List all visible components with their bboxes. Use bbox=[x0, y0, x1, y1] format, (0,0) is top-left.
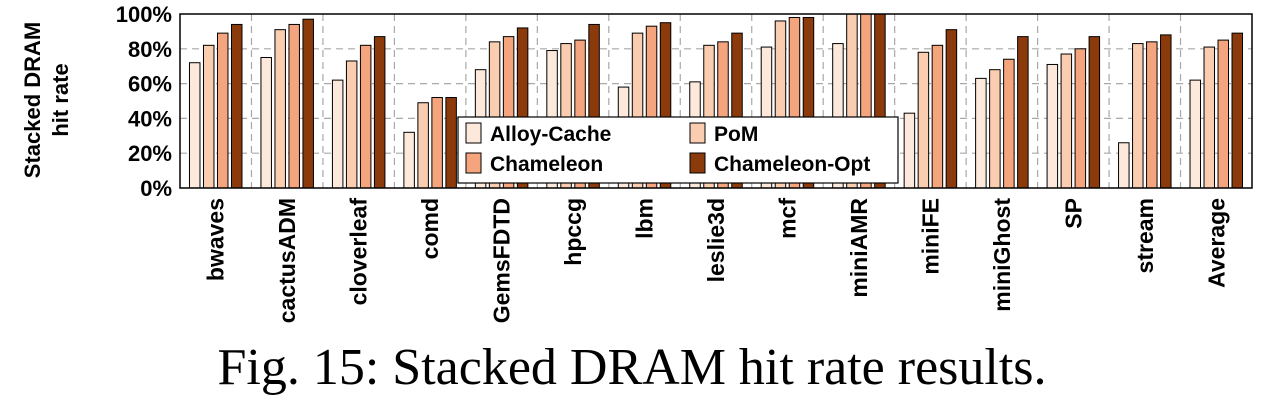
y-tick-label: 40% bbox=[128, 106, 172, 131]
bar bbox=[1132, 43, 1144, 189]
bar bbox=[188, 62, 201, 189]
bar bbox=[288, 23, 300, 189]
bar bbox=[345, 60, 358, 189]
bar bbox=[403, 131, 415, 189]
bar bbox=[975, 77, 987, 189]
y-tick-labels: 0% 20% 40% 60% 80% 100% bbox=[116, 2, 172, 201]
bar bbox=[260, 57, 272, 189]
bar bbox=[1189, 79, 1202, 189]
category-label: miniFE bbox=[917, 198, 943, 275]
category-label: miniAMR bbox=[846, 198, 872, 298]
category-label: bwaves bbox=[203, 198, 229, 281]
category-labels: bwaves cactusADM cloverleaf comd GemsFDTD hpc… bbox=[203, 198, 1230, 324]
bar bbox=[1060, 53, 1073, 189]
y-tick-label: 80% bbox=[128, 37, 172, 62]
y-axis-label-line1: Stacked DRAM bbox=[20, 22, 45, 178]
bar bbox=[302, 18, 314, 189]
category-label: comd bbox=[417, 198, 443, 259]
legend-label: Chameleon bbox=[490, 153, 603, 176]
category-label: stream bbox=[1132, 198, 1158, 273]
bar bbox=[359, 44, 372, 189]
category-label: mcf bbox=[774, 198, 800, 239]
bar bbox=[274, 29, 286, 189]
bar bbox=[903, 112, 916, 189]
bar bbox=[1203, 46, 1216, 189]
bar bbox=[417, 102, 429, 189]
bar bbox=[1088, 36, 1101, 189]
bar bbox=[373, 36, 386, 189]
legend-swatch bbox=[465, 122, 482, 144]
category-label: hpccg bbox=[560, 198, 586, 266]
bar bbox=[230, 23, 243, 189]
bar bbox=[331, 79, 344, 189]
bar bbox=[1003, 58, 1015, 189]
y-tick-label: 100% bbox=[116, 2, 172, 27]
legend: Alloy-Cache PoM Chameleon Chameleon-Opt bbox=[457, 116, 899, 184]
legend-label: Alloy-Cache bbox=[490, 123, 611, 146]
bar bbox=[216, 32, 229, 189]
plot-frame bbox=[179, 13, 1253, 189]
bars bbox=[188, 13, 1244, 189]
bar bbox=[1160, 34, 1172, 189]
category-label: cloverleaf bbox=[346, 198, 372, 306]
category-label: Average bbox=[1203, 198, 1229, 288]
category-label: miniGhost bbox=[989, 198, 1015, 312]
legend-box bbox=[457, 116, 899, 184]
category-label: GemsFDTD bbox=[489, 198, 515, 323]
y-tick-label: 20% bbox=[128, 141, 172, 166]
legend-swatch bbox=[465, 152, 482, 174]
bar bbox=[1231, 32, 1244, 189]
y-tick-label: 0% bbox=[140, 176, 172, 201]
bar bbox=[431, 97, 443, 189]
legend-swatch bbox=[689, 152, 706, 174]
legend-label: Chameleon-Opt bbox=[714, 153, 870, 176]
bar bbox=[1118, 142, 1130, 189]
bar bbox=[1046, 63, 1059, 189]
bar bbox=[917, 51, 930, 189]
bar bbox=[931, 44, 944, 189]
category-label: SP bbox=[1060, 198, 1086, 229]
category-label: leslie3d bbox=[703, 198, 729, 282]
bar bbox=[1217, 39, 1230, 189]
y-axis-label-line2: hit rate bbox=[48, 63, 73, 136]
y-tick-label: 60% bbox=[128, 72, 172, 97]
category-label: cactusADM bbox=[274, 198, 300, 323]
bar bbox=[202, 44, 215, 189]
legend-swatch bbox=[689, 122, 706, 144]
bar bbox=[445, 97, 457, 189]
bar bbox=[1146, 41, 1158, 189]
category-label: lbm bbox=[632, 198, 658, 239]
bar bbox=[1017, 36, 1029, 189]
figure-caption: Fig. 15: Stacked DRAM hit rate results. bbox=[217, 339, 1047, 396]
bar bbox=[1074, 48, 1087, 189]
bar bbox=[989, 69, 1001, 189]
bar bbox=[945, 29, 958, 189]
legend-label: PoM bbox=[714, 123, 758, 146]
hit-rate-chart: Stacked DRAM hit rate 0% 20% 40% 60% 80% 100%… bbox=[20, 2, 1253, 324]
